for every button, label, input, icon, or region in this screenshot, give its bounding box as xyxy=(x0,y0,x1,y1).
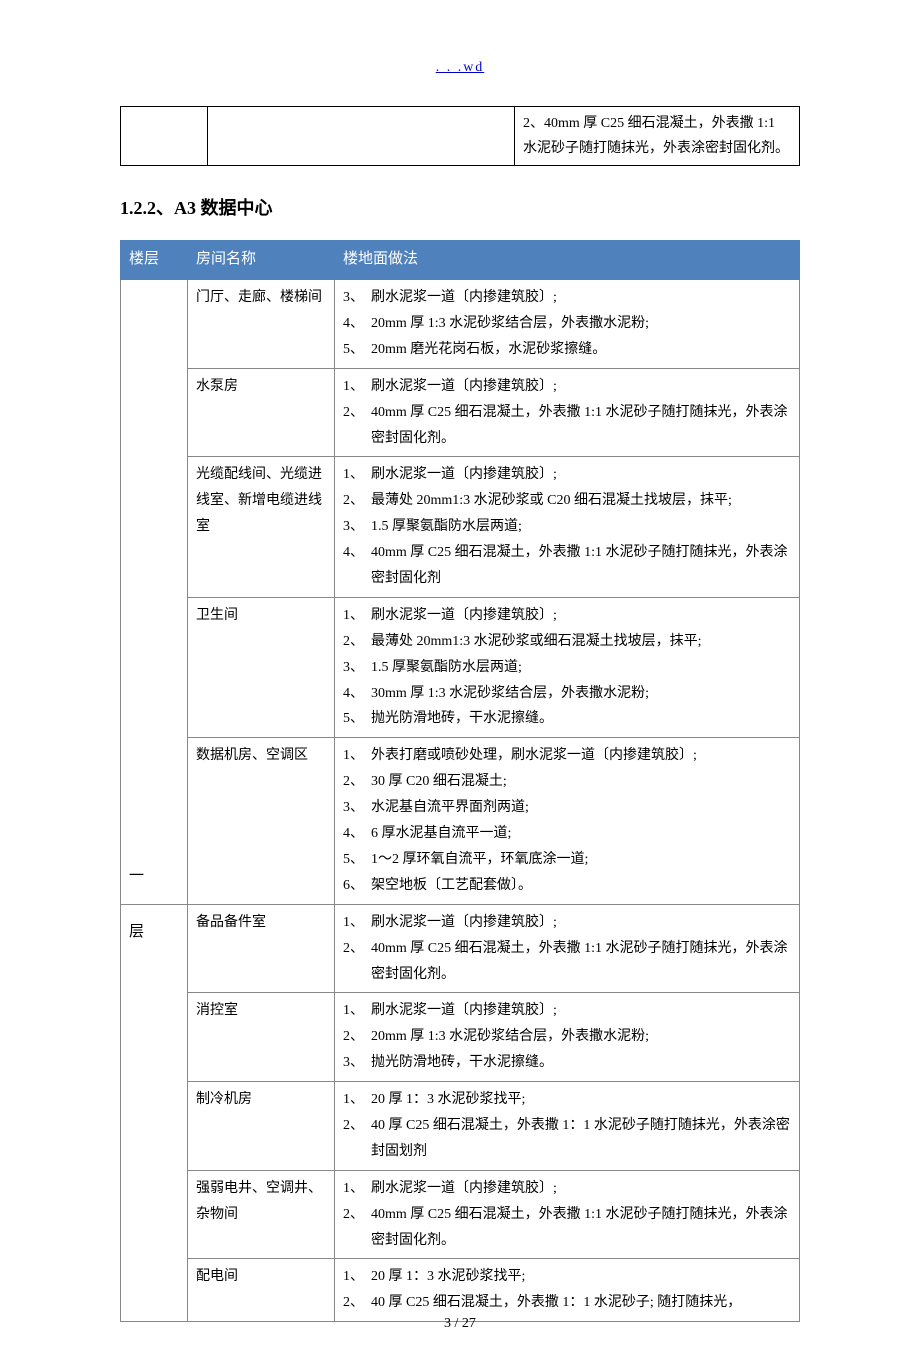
document-page: . . .wd 2、40mm 厚 C25 细石混凝土，外表撒 1:1 水泥砂子随… xyxy=(0,0,920,1362)
list-item: 3、刷水泥浆一道〔内掺建筑胶〕; xyxy=(343,285,791,311)
list-item: 2、20mm 厚 1:3 水泥砂浆结合层，外表撒水泥粉; xyxy=(343,1024,791,1050)
room-cell: 强弱电井、空调井、杂物间 xyxy=(188,1170,335,1259)
room-cell: 消控室 xyxy=(188,993,335,1082)
method-cell: 1、刷水泥浆一道〔内掺建筑胶〕; 2、最薄处 20mm1:3 水泥砂浆或 C20… xyxy=(335,457,800,597)
method-cell: 1、刷水泥浆一道〔内掺建筑胶〕; 2、40mm 厚 C25 细石混凝土，外表撒 … xyxy=(335,368,800,457)
table-row: 水泵房 1、刷水泥浆一道〔内掺建筑胶〕; 2、40mm 厚 C25 细石混凝土，… xyxy=(121,368,800,457)
room-cell: 水泵房 xyxy=(188,368,335,457)
list-item: 1、刷水泥浆一道〔内掺建筑胶〕; xyxy=(343,603,791,629)
method-cell: 1、刷水泥浆一道〔内掺建筑胶〕; 2、最薄处 20mm1:3 水泥砂浆或细石混凝… xyxy=(335,597,800,737)
method-cell: 1、刷水泥浆一道〔内掺建筑胶〕; 2、40mm 厚 C25 细石混凝土，外表撒 … xyxy=(335,1170,800,1259)
list-item: 2、40mm 厚 C25 细石混凝土，外表撒 1:1 水泥砂子随打随抹光，外表涂… xyxy=(343,1202,791,1254)
method-cell: 1、20 厚 1：3 水泥砂浆找平; 2、40 厚 C25 细石混凝土，外表撒 … xyxy=(335,1082,800,1171)
table-row: 制冷机房 1、20 厚 1：3 水泥砂浆找平; 2、40 厚 C25 细石混凝土… xyxy=(121,1082,800,1171)
floor-label: 层 xyxy=(129,924,144,940)
table-row: 一 门厅、走廊、楼梯间 3、刷水泥浆一道〔内掺建筑胶〕; 4、20mm 厚 1:… xyxy=(121,280,800,369)
col-header-floor: 楼层 xyxy=(121,241,188,280)
list-item: 2、40mm 厚 C25 细石混凝土，外表撒 1:1 水泥砂子随打随抹光，外表涂… xyxy=(343,400,791,452)
room-cell: 门厅、走廊、楼梯间 xyxy=(188,280,335,369)
list-item: 1、刷水泥浆一道〔内掺建筑胶〕; xyxy=(343,1176,791,1202)
list-item: 2、40mm 厚 C25 细石混凝土，外表撒 1:1 水泥砂子随打随抹光，外表涂… xyxy=(343,936,791,988)
room-cell: 光缆配线间、光缆进线室、新增电缆进线室 xyxy=(188,457,335,597)
room-cell: 数据机房、空调区 xyxy=(188,738,335,904)
top-continuation-table: 2、40mm 厚 C25 细石混凝土，外表撒 1:1 水泥砂子随打随抹光，外表涂… xyxy=(120,106,800,166)
table-row: 卫生间 1、刷水泥浆一道〔内掺建筑胶〕; 2、最薄处 20mm1:3 水泥砂浆或… xyxy=(121,597,800,737)
empty-cell xyxy=(121,107,208,166)
main-data-table: 楼层 房间名称 楼地面做法 一 门厅、走廊、楼梯间 3、刷水泥浆一道〔内掺建筑胶… xyxy=(120,240,800,1322)
room-cell: 备品备件室 xyxy=(188,904,335,993)
floor-cell-top: 一 xyxy=(121,280,188,905)
col-header-method: 楼地面做法 xyxy=(335,241,800,280)
table-row: 配电间 1、20 厚 1：3 水泥砂浆找平; 2、40 厚 C25 细石混凝土，… xyxy=(121,1259,800,1322)
list-item: 1、刷水泥浆一道〔内掺建筑胶〕; xyxy=(343,998,791,1024)
list-item: 3、水泥基自流平界面剂两道; xyxy=(343,795,791,821)
list-item: 1、20 厚 1：3 水泥砂浆找平; xyxy=(343,1264,791,1290)
list-item: 2、30 厚 C20 细石混凝土; xyxy=(343,769,791,795)
list-item: 2、最薄处 20mm1:3 水泥砂浆或细石混凝土找坡层，抹平; xyxy=(343,629,791,655)
room-cell: 配电间 xyxy=(188,1259,335,1322)
floor-label: 一 xyxy=(129,868,144,884)
room-cell: 卫生间 xyxy=(188,597,335,737)
header-link: . . .wd xyxy=(120,60,800,76)
col-header-room: 房间名称 xyxy=(188,241,335,280)
method-cell: 1、20 厚 1：3 水泥砂浆找平; 2、40 厚 C25 细石混凝土，外表撒 … xyxy=(335,1259,800,1322)
table-row: 光缆配线间、光缆进线室、新增电缆进线室 1、刷水泥浆一道〔内掺建筑胶〕; 2、最… xyxy=(121,457,800,597)
method-cell: 3、刷水泥浆一道〔内掺建筑胶〕; 4、20mm 厚 1:3 水泥砂浆结合层，外表… xyxy=(335,280,800,369)
floor-cell-bottom: 层 xyxy=(121,904,188,1321)
list-item: 5、1～2 厚环氧自流平，环氧底涂一道; xyxy=(343,847,791,873)
list-item: 1、刷水泥浆一道〔内掺建筑胶〕; xyxy=(343,910,791,936)
empty-cell xyxy=(208,107,515,166)
list-item: 5、20mm 磨光花岗石板，水泥砂浆擦缝。 xyxy=(343,337,791,363)
list-item: 4、6 厚水泥基自流平一道; xyxy=(343,821,791,847)
page-number: 3 / 27 xyxy=(0,1316,920,1332)
list-item: 3、抛光防滑地砖，干水泥擦缝。 xyxy=(343,1050,791,1076)
list-item: 2、40 厚 C25 细石混凝土，外表撒 1：1 水泥砂子随打随抹光，外表涂密封… xyxy=(343,1113,791,1165)
table-row: 数据机房、空调区 1、外表打磨或喷砂处理，刷水泥浆一道〔内掺建筑胶〕; 2、30… xyxy=(121,738,800,904)
list-item: 2、40 厚 C25 细石混凝土，外表撒 1：1 水泥砂子; 随打随抹光， xyxy=(343,1290,791,1316)
method-cell: 1、外表打磨或喷砂处理，刷水泥浆一道〔内掺建筑胶〕; 2、30 厚 C20 细石… xyxy=(335,738,800,904)
section-heading: 1.2.2、A3 数据中心 xyxy=(120,194,800,220)
list-item: 4、20mm 厚 1:3 水泥砂浆结合层，外表撒水泥粉; xyxy=(343,311,791,337)
list-item: 3、1.5 厚聚氨酯防水层两道; xyxy=(343,655,791,681)
list-item: 3、1.5 厚聚氨酯防水层两道; xyxy=(343,514,791,540)
table-row: 2、40mm 厚 C25 细石混凝土，外表撒 1:1 水泥砂子随打随抹光，外表涂… xyxy=(121,107,800,166)
list-item: 1、20 厚 1：3 水泥砂浆找平; xyxy=(343,1087,791,1113)
list-item: 1、刷水泥浆一道〔内掺建筑胶〕; xyxy=(343,462,791,488)
list-item: 1、外表打磨或喷砂处理，刷水泥浆一道〔内掺建筑胶〕; xyxy=(343,743,791,769)
table-row: 强弱电井、空调井、杂物间 1、刷水泥浆一道〔内掺建筑胶〕; 2、40mm 厚 C… xyxy=(121,1170,800,1259)
list-item: 4、30mm 厚 1:3 水泥砂浆结合层，外表撒水泥粉; xyxy=(343,681,791,707)
list-item: 4、40mm 厚 C25 细石混凝土，外表撒 1:1 水泥砂子随打随抹光，外表涂… xyxy=(343,540,791,592)
table-row: 层 备品备件室 1、刷水泥浆一道〔内掺建筑胶〕; 2、40mm 厚 C25 细石… xyxy=(121,904,800,993)
list-item: 5、抛光防滑地砖，干水泥擦缝。 xyxy=(343,706,791,732)
method-cell: 1、刷水泥浆一道〔内掺建筑胶〕; 2、40mm 厚 C25 细石混凝土，外表撒 … xyxy=(335,904,800,993)
list-item: 6、架空地板〔工艺配套做〕。 xyxy=(343,873,791,899)
list-item: 1、刷水泥浆一道〔内掺建筑胶〕; xyxy=(343,374,791,400)
room-cell: 制冷机房 xyxy=(188,1082,335,1171)
list-item: 2、最薄处 20mm1:3 水泥砂浆或 C20 细石混凝土找坡层，抹平; xyxy=(343,488,791,514)
header-link-text[interactable]: . . .wd xyxy=(436,60,485,75)
table-header-row: 楼层 房间名称 楼地面做法 xyxy=(121,241,800,280)
table-row: 消控室 1、刷水泥浆一道〔内掺建筑胶〕; 2、20mm 厚 1:3 水泥砂浆结合… xyxy=(121,993,800,1082)
method-cell: 1、刷水泥浆一道〔内掺建筑胶〕; 2、20mm 厚 1:3 水泥砂浆结合层，外表… xyxy=(335,993,800,1082)
cell-content: 2、40mm 厚 C25 细石混凝土，外表撒 1:1 水泥砂子随打随抹光，外表涂… xyxy=(515,107,800,166)
